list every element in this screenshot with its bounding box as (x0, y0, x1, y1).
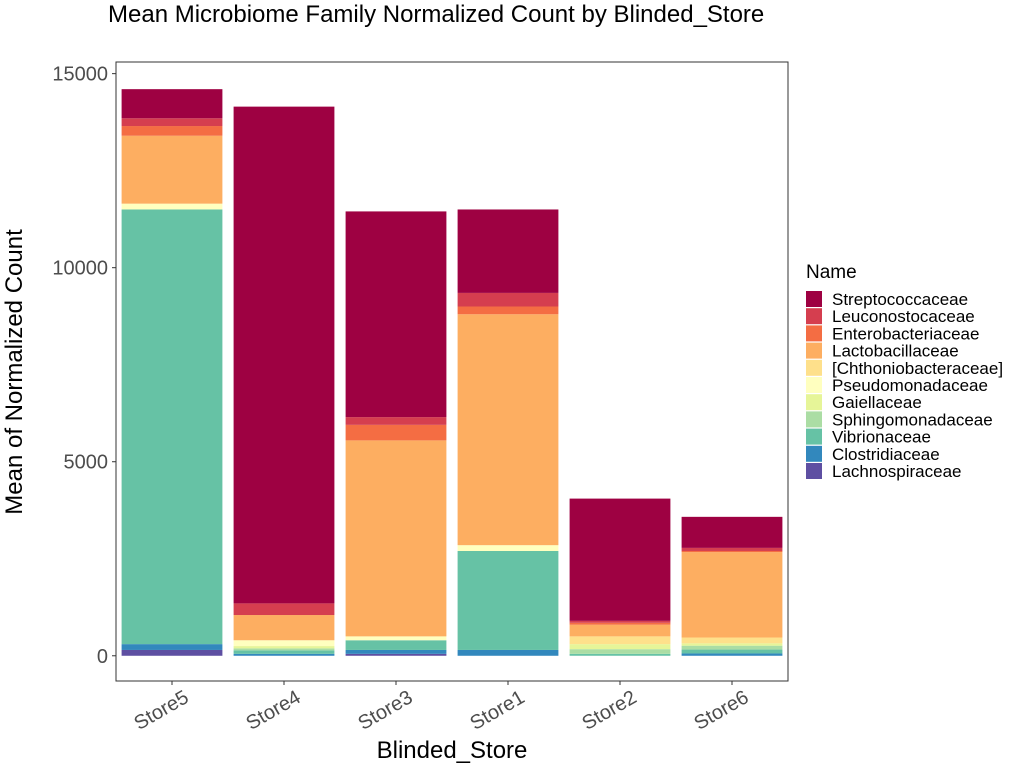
y-tick-label: 15000 (52, 64, 108, 86)
legend-label: Lachnospiraceae (832, 462, 961, 481)
chart-title: Mean Microbiome Family Normalized Count … (108, 1, 764, 28)
bar-segment-store3-leuconostocaceae (345, 417, 447, 425)
bar-segment-store2-vibrionaceae (569, 653, 671, 656)
bar-segment-store6-chthoniobacteraceae (681, 637, 783, 644)
bar-segment-store5-streptococcaceae (121, 89, 223, 119)
legend-swatch (806, 342, 822, 359)
legend-swatch (806, 463, 822, 479)
bar-segment-store4-vibrionaceae (233, 650, 335, 654)
bar-segment-store1-lactobacillaceae (457, 314, 559, 546)
bar-segment-store2-chthoniobacteraceae (569, 636, 671, 645)
bar-segment-store4-sphingomonadaceae (233, 648, 335, 651)
bar-segment-store6-leuconostocaceae (681, 547, 783, 551)
bar-segment-store1-enterobacteriaceae (457, 306, 559, 315)
legend-label: Enterobacteriaceae (832, 324, 979, 343)
bar-segment-store6-vibrionaceae (681, 649, 783, 654)
legend-swatch (806, 291, 822, 307)
bar-segment-store6-gaiellaceae (681, 643, 783, 646)
legend-label: Pseudomonadaceae (832, 376, 988, 395)
legend-label: Lactobacillaceae (832, 342, 959, 361)
bar-segment-store4-streptococcaceae (233, 106, 335, 604)
bar-segment-store1-streptococcaceae (457, 209, 559, 293)
bar-segment-store3-lachnospiraceae (345, 653, 447, 656)
bar-segment-store5-vibrionaceae (121, 209, 223, 645)
bar-segment-store1-vibrionaceae (457, 550, 559, 650)
y-axis: 0 5000 10000 15000 (52, 64, 116, 668)
bar-segment-store5-lachnospiraceae (121, 649, 223, 656)
legend-title: Name (806, 262, 857, 283)
legend: StreptococcaceaeLeuconostocaceaeEnteroba… (806, 290, 1003, 481)
x-axis-title: Blinded_Store (377, 737, 528, 764)
legend-swatch (806, 359, 822, 376)
bar-segment-store2-lactobacillaceae (569, 624, 671, 637)
plot-panel-border (115, 61, 789, 682)
bar-segment-store3-lactobacillaceae (345, 440, 447, 637)
legend-label: Streptococcaceae (832, 290, 968, 309)
x-axis: Store5 Store4 Store3 Store1 Store2 Store6 (130, 681, 753, 735)
bar-segment-store6-clostridiaceae (681, 653, 783, 656)
bar-segment-store6-enterobacteriaceae (681, 550, 783, 553)
bar-segment-store6-streptococcaceae (681, 516, 783, 548)
bar-segment-store4-leuconostocaceae (233, 603, 335, 616)
x-tick-label: Store5 (130, 686, 192, 735)
legend-swatch (806, 411, 822, 428)
x-tick-label: Store4 (242, 686, 304, 735)
bar-segment-store6-sphingomonadaceae (681, 645, 783, 650)
bar-segment-store5-lactobacillaceae (121, 135, 223, 204)
x-tick-label: Store2 (578, 686, 640, 735)
bar-segment-store4-lactobacillaceae (233, 615, 335, 641)
bar-segment-store3-streptococcaceae (345, 211, 447, 418)
legend-label: Vibrionaceae (832, 428, 931, 447)
legend-label: [Chthoniobacteraceae] (832, 359, 1003, 378)
legend-swatch (806, 394, 822, 411)
legend-swatch (806, 428, 822, 445)
x-tick-label: Store6 (690, 686, 752, 735)
bar-segment-store2-sphingomonadaceae (569, 649, 671, 654)
bars-group (121, 89, 783, 656)
x-tick-label: Store3 (354, 686, 416, 735)
y-axis-title: Mean of Normalized Count (1, 229, 28, 515)
legend-swatch (806, 325, 822, 342)
bar-segment-store1-pseudomonadaceae (457, 545, 559, 551)
bar-segment-store2-enterobacteriaceae (569, 622, 671, 625)
x-tick-label: Store1 (466, 686, 528, 735)
legend-swatch (806, 377, 822, 393)
y-tick-label: 0 (97, 646, 108, 668)
bar-segment-store1-clostridiaceae (457, 649, 559, 656)
legend-label: Gaiellaceae (832, 393, 922, 412)
legend-label: Sphingomonadaceae (832, 410, 993, 429)
y-tick-label: 10000 (52, 258, 108, 280)
legend-swatch (806, 445, 822, 462)
bar-segment-store3-clostridiaceae (345, 649, 447, 654)
legend-label: Leuconostocaceae (832, 307, 975, 326)
legend-label: Clostridiaceae (832, 445, 940, 464)
bar-segment-store5-pseudomonadaceae (121, 203, 223, 210)
y-tick-label: 5000 (64, 452, 109, 474)
bar-segment-store4-clostridiaceae (233, 653, 335, 656)
bar-segment-store5-leuconostocaceae (121, 118, 223, 127)
bar-segment-store5-enterobacteriaceae (121, 126, 223, 136)
bar-segment-store3-vibrionaceae (345, 640, 447, 650)
bar-segment-store2-streptococcaceae (569, 498, 671, 621)
bar-segment-store3-pseudomonadaceae (345, 636, 447, 641)
bar-segment-store2-leuconostocaceae (569, 620, 671, 623)
bar-segment-store2-gaiellaceae (569, 644, 671, 650)
bar-segment-store4-gaiellaceae (233, 646, 335, 649)
bar-segment-store3-enterobacteriaceae (345, 424, 447, 441)
bar-segment-store5-clostridiaceae (121, 644, 223, 650)
bar-segment-store6-lactobacillaceae (681, 552, 783, 638)
bar-segment-store4-pseudomonadaceae (233, 640, 335, 647)
bar-segment-store1-leuconostocaceae (457, 292, 559, 307)
legend-swatch (806, 308, 822, 325)
